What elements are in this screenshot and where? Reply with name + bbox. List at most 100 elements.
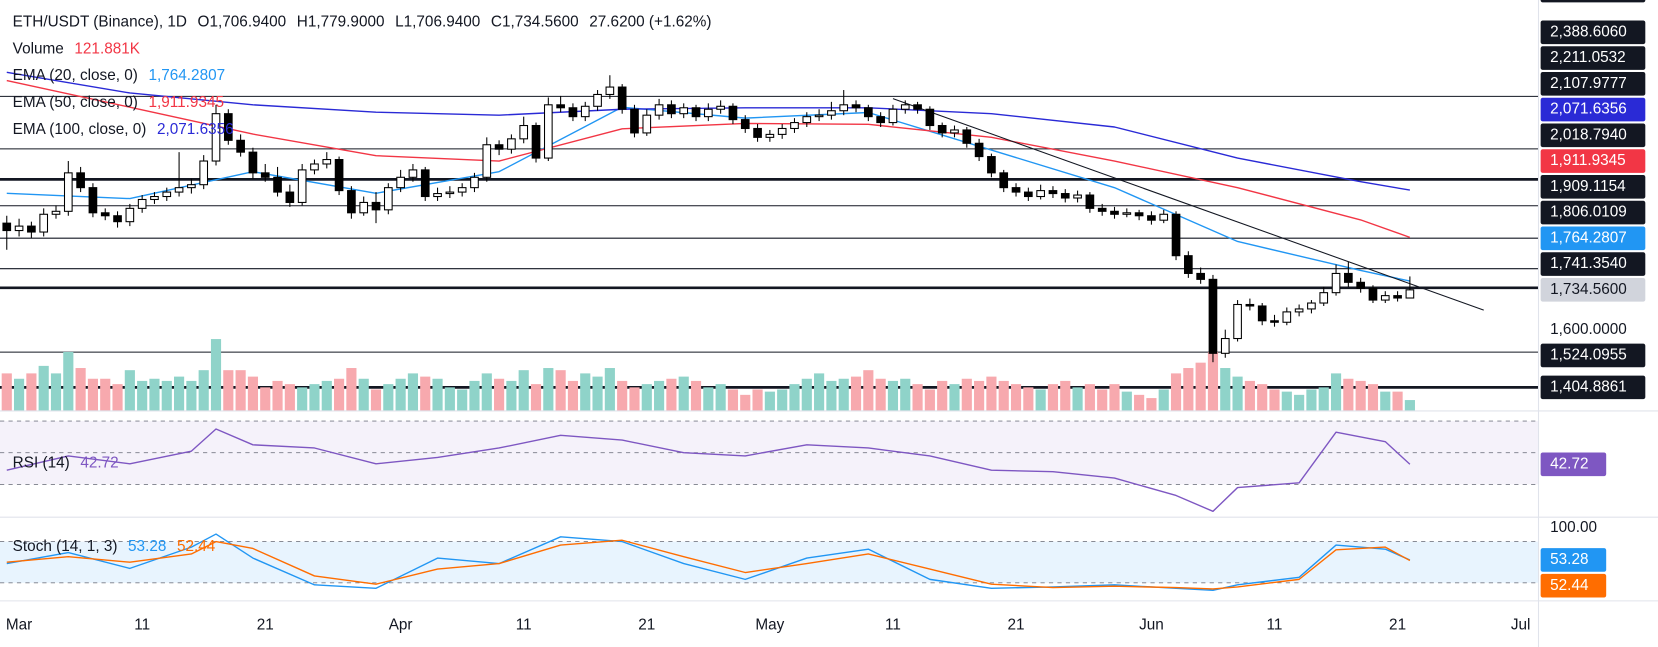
- price-label: 2,107.9777: [1550, 75, 1627, 92]
- candle-body: [790, 122, 799, 130]
- volume-bar: [124, 370, 135, 411]
- candle-body: [703, 108, 713, 118]
- candle-body: [310, 163, 319, 171]
- candle-body: [937, 124, 947, 134]
- volume-bar: [580, 373, 591, 411]
- volume-bar: [370, 389, 382, 411]
- candle-body: [1024, 191, 1033, 198]
- candle-body: [519, 124, 529, 140]
- candle-body: [1307, 302, 1316, 310]
- volume-bar: [998, 380, 1009, 411]
- candle-body: [125, 207, 135, 223]
- candle-body: [383, 187, 393, 211]
- price-label-bg: [1540, 97, 1646, 122]
- volume-bar: [481, 373, 492, 411]
- volume-bar: [1232, 376, 1243, 411]
- candle-body: [740, 119, 750, 130]
- price-label: 2,018.7940: [1550, 126, 1627, 143]
- price-label: 53.28: [1550, 551, 1588, 568]
- legend-item: 2,071.6356: [157, 121, 234, 138]
- price-label-bg: [1540, 278, 1646, 302]
- candle-body: [1405, 289, 1415, 299]
- volume-bar: [1195, 362, 1206, 411]
- candle-body: [2, 222, 12, 232]
- volume-bar: [407, 373, 419, 411]
- volume-bar: [1257, 384, 1268, 411]
- volume-bar: [740, 394, 751, 411]
- candle-body: [1208, 278, 1218, 354]
- volume-bar: [260, 387, 271, 411]
- legend-item: EMA (100, close, 0): [13, 121, 147, 138]
- volume-bar: [432, 378, 443, 411]
- candle-body: [1257, 305, 1267, 322]
- candle-body: [888, 108, 898, 124]
- legend-item: O1,706.9400: [198, 14, 287, 31]
- volume-bar: [321, 380, 332, 411]
- candle-body: [1393, 295, 1402, 299]
- candle-body: [753, 127, 762, 138]
- stoch-tick-label: 100.00: [1550, 519, 1597, 536]
- price-label-bg: [1540, 123, 1646, 148]
- volume-bar: [555, 370, 566, 411]
- volume-bar: [50, 373, 62, 411]
- legend-item: 1,764.2807: [148, 67, 225, 84]
- volume-bar: [801, 378, 812, 411]
- candle-body: [150, 195, 159, 201]
- volume-bar: [986, 376, 997, 411]
- candle-body: [1220, 337, 1230, 354]
- candle-body: [556, 104, 565, 109]
- candle-body: [223, 113, 233, 141]
- volume-bar: [469, 380, 480, 411]
- price-label-bg: [1540, 46, 1646, 70]
- volume-bar: [703, 387, 714, 411]
- candle-body: [1110, 210, 1119, 215]
- volume-bar: [715, 384, 726, 411]
- trendline: [892, 98, 1484, 311]
- candle-body: [14, 225, 24, 232]
- volume-bar: [13, 378, 25, 411]
- x-tick-label: 11: [516, 617, 532, 634]
- volume-bar: [530, 384, 542, 411]
- x-tick-label: May: [755, 617, 784, 634]
- candle-body: [1048, 190, 1058, 195]
- candle-body: [987, 156, 996, 174]
- legend-item: 1,911.9345: [148, 94, 224, 111]
- stoch-line: [6, 533, 1411, 592]
- candle-body: [1171, 213, 1181, 257]
- legend-item: L1,706.9400: [395, 14, 480, 31]
- candle-body: [494, 144, 504, 150]
- legend-line: RSI (14) 42.72: [13, 455, 119, 472]
- price-label-bg: [1540, 72, 1646, 96]
- candle-body: [827, 110, 836, 116]
- volume-bar: [949, 384, 960, 411]
- volume-bar: [543, 368, 554, 411]
- legend-item: EMA (20, close, 0): [13, 67, 138, 84]
- candle-body: [925, 108, 935, 127]
- volume-bar: [395, 378, 406, 411]
- volume-bar: [764, 391, 775, 411]
- volume-bar: [1146, 398, 1157, 411]
- candle-body: [580, 105, 590, 118]
- volume-bar: [1097, 389, 1108, 411]
- candle-body: [679, 107, 689, 115]
- volume-bar: [75, 368, 86, 411]
- volume-bar: [1269, 389, 1280, 411]
- volume-bar: [1404, 400, 1415, 411]
- volume-bar: [457, 389, 468, 411]
- price-label-bg: [1540, 149, 1646, 173]
- candle-body: [999, 172, 1009, 189]
- candle-body: [728, 105, 738, 121]
- candle-body: [605, 86, 615, 95]
- volume-bar: [272, 380, 283, 411]
- volume-bar: [604, 368, 615, 411]
- candle-body: [211, 113, 221, 162]
- x-tick-label: 21: [638, 617, 655, 634]
- volume-bar: [149, 378, 160, 411]
- price-label-bg: [1540, 548, 1607, 572]
- candle-body: [630, 108, 639, 134]
- ema-line: [6, 71, 1411, 191]
- volume-bar: [850, 376, 862, 411]
- volume-bar: [1010, 384, 1022, 411]
- candle-body: [236, 139, 245, 153]
- candle-body: [802, 116, 812, 124]
